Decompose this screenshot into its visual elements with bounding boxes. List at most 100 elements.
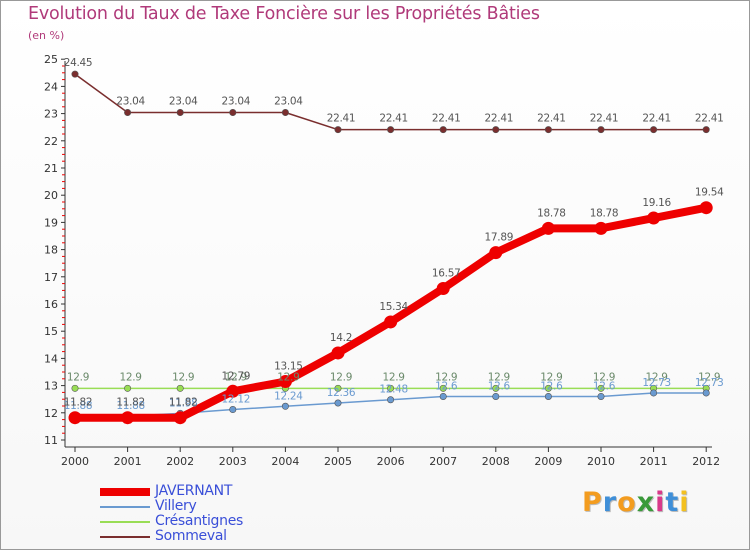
data-label-javernant: 19.16 xyxy=(642,197,671,209)
line-chart: 11 12 13 14 15 16 17 18 19 20 21 22 23 24 25 2000 2001 20… xyxy=(44,53,724,468)
data-point-cresantignes xyxy=(387,384,395,392)
data-point-cresantignes xyxy=(71,384,79,392)
data-label-javernant: 14.2 xyxy=(330,332,352,344)
data-point-javernant xyxy=(331,346,345,360)
data-label-villery: 12.73 xyxy=(642,377,671,389)
data-label-cresantignes: 12.9 xyxy=(330,371,352,383)
x-tick-label: 2006 xyxy=(377,455,405,468)
x-tick-label: 2003 xyxy=(219,455,247,468)
data-label-javernant: 13.15 xyxy=(274,361,303,373)
data-point-cresantignes xyxy=(176,384,184,392)
data-label-sommeval: 22.41 xyxy=(432,113,461,125)
data-point-javernant xyxy=(699,201,713,215)
data-label-sommeval: 22.41 xyxy=(642,113,671,125)
data-point-javernant xyxy=(384,315,398,329)
y-tick-label: 11 xyxy=(44,434,58,447)
data-point-javernant xyxy=(594,221,608,235)
data-point-villery xyxy=(492,392,500,400)
logo-letter: P xyxy=(582,487,603,518)
legend-label-cresantignes: Crésantignes xyxy=(155,513,244,529)
data-label-javernant: 17.89 xyxy=(485,232,514,244)
data-label-javernant: 18.78 xyxy=(590,207,619,219)
data-point-javernant xyxy=(647,211,661,225)
logo-letter: x xyxy=(636,487,656,518)
logo-letter: o xyxy=(617,487,637,518)
legend-swatch-cresantignes xyxy=(100,521,150,523)
data-label-cresantignes: 12.9 xyxy=(435,371,457,383)
data-point-sommeval xyxy=(702,126,710,134)
data-label-sommeval: 22.41 xyxy=(695,113,724,125)
data-point-sommeval xyxy=(176,109,184,117)
y-tick-label: 19 xyxy=(44,216,58,229)
data-label-sommeval: 22.41 xyxy=(327,113,356,125)
data-point-javernant xyxy=(541,221,555,235)
data-point-sommeval xyxy=(229,109,237,117)
data-label-villery: 11.88 xyxy=(64,400,93,412)
data-point-sommeval xyxy=(124,109,132,117)
data-label-cresantignes: 12.9 xyxy=(225,371,247,383)
data-label-villery: 12.73 xyxy=(695,377,724,389)
data-label-cresantignes: 12.9 xyxy=(488,371,510,383)
data-label-sommeval: 23.04 xyxy=(169,96,198,108)
data-label-cresantignes: 12.9 xyxy=(120,371,142,383)
data-point-javernant xyxy=(68,411,82,425)
data-label-sommeval: 22.41 xyxy=(537,113,566,125)
y-tick-label: 23 xyxy=(44,108,58,121)
data-point-cresantignes xyxy=(124,384,132,392)
x-tick-label: 2005 xyxy=(324,455,352,468)
data-label-villery: 12.6 xyxy=(435,380,458,392)
data-label-cresantignes: 12.9 xyxy=(540,371,562,383)
chart-title: Evolution du Taux de Taxe Foncière sur l… xyxy=(28,4,540,24)
data-label-javernant: 18.78 xyxy=(537,207,566,219)
data-point-sommeval xyxy=(71,70,79,78)
logo-letter: i xyxy=(679,487,690,518)
data-label-cresantignes: 12.9 xyxy=(593,371,615,383)
data-label-cresantignes: 12.9 xyxy=(383,371,405,383)
data-label-villery: 12.36 xyxy=(327,387,356,399)
legend-label-villery: Villery xyxy=(155,498,197,514)
data-point-sommeval xyxy=(492,126,500,134)
x-tick-label: 2004 xyxy=(271,455,299,468)
data-label-villery: 12.6 xyxy=(593,380,616,392)
data-point-cresantignes xyxy=(597,384,605,392)
data-label-cresantignes: 12.9 xyxy=(698,371,720,383)
data-point-sommeval xyxy=(334,126,342,134)
data-label-villery: 12.6 xyxy=(540,380,563,392)
data-label-villery: 12.24 xyxy=(274,390,303,402)
data-label-villery: 11.88 xyxy=(116,400,145,412)
data-label-javernant: 12.79 xyxy=(222,370,251,382)
y-tick-label: 21 xyxy=(44,162,58,175)
legend-item-cresantignes: Crésantignes xyxy=(100,513,350,529)
y-tick-label: 20 xyxy=(44,189,58,202)
data-label-sommeval: 23.04 xyxy=(274,96,303,108)
data-point-villery xyxy=(334,399,342,407)
x-tick-label: 2000 xyxy=(61,455,89,468)
y-tick-label: 12 xyxy=(44,407,58,420)
x-tick-label: 2002 xyxy=(166,455,194,468)
data-label-javernant: 16.57 xyxy=(432,267,461,279)
data-label-cresantignes: 12.9 xyxy=(67,371,89,383)
data-label-javernant: 11.82 xyxy=(64,397,93,409)
data-point-javernant xyxy=(121,411,135,425)
legend-swatch-javernant xyxy=(100,488,150,496)
data-point-sommeval xyxy=(439,126,447,134)
data-point-villery xyxy=(597,392,605,400)
x-tick-label: 2012 xyxy=(692,455,720,468)
data-point-cresantignes xyxy=(544,384,552,392)
x-tick-label: 2001 xyxy=(114,455,142,468)
data-label-cresantignes: 12.9 xyxy=(646,371,668,383)
data-point-javernant xyxy=(226,384,240,398)
y-tick-label: 13 xyxy=(44,380,58,393)
data-point-villery xyxy=(387,396,395,404)
data-point-cresantignes xyxy=(492,384,500,392)
logo-letter: i xyxy=(655,487,666,518)
data-label-sommeval: 23.04 xyxy=(222,96,251,108)
data-label-javernant: 11.82 xyxy=(116,397,145,409)
data-label-sommeval: 22.41 xyxy=(485,113,514,125)
y-tick-label: 16 xyxy=(44,298,58,311)
legend-label-sommeval: Sommeval xyxy=(155,528,227,544)
y-tick-label: 15 xyxy=(44,325,58,338)
data-point-villery xyxy=(439,392,447,400)
data-point-javernant xyxy=(436,281,450,295)
proxiti-logo: Proxiti xyxy=(582,487,690,518)
